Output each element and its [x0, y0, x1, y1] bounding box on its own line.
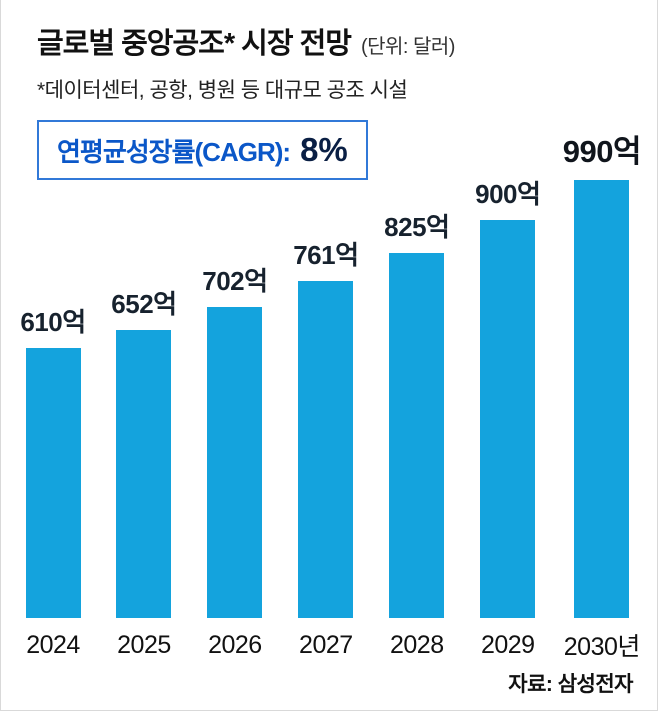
- bar-column: 652억 2025: [108, 284, 180, 660]
- bar-column: 990억 2030년: [562, 126, 642, 661]
- bars-area: 610억 2024 652억 2025 702억 2026 761억 2027 825억 2028…: [1, 110, 657, 661]
- x-axis-label: 2029: [480, 630, 535, 659]
- x-axis-label: 2026: [208, 630, 262, 659]
- bar-value-label: 825억: [384, 212, 450, 242]
- bar-value-label: 761억: [293, 240, 359, 270]
- footnote: *데이터센터, 공항, 병원 등 대규모 공조 시설: [37, 79, 408, 102]
- bar: [389, 253, 445, 618]
- bar: [480, 220, 536, 618]
- x-axis-label: 2028: [390, 630, 444, 659]
- x-axis-label: 2030년: [563, 633, 641, 661]
- bar-column: 825억 2028: [381, 207, 453, 660]
- bar: [25, 348, 81, 618]
- unit-label: (단위: 달러): [360, 36, 456, 58]
- bar-value-label: 652억: [111, 289, 177, 319]
- bar-value-label: 900억: [475, 179, 541, 209]
- bar-value-label: 990억: [562, 134, 642, 169]
- cagr-label: 연평균성장률(CAGR):: [57, 136, 291, 167]
- bar-column: 761억 2027: [290, 235, 362, 660]
- bar: [574, 180, 630, 618]
- bar-column: 900억 2029: [472, 174, 544, 660]
- chart-header: 글로벌 중앙공조* 시장 전망 (단위: 달러) *데이터센터, 공항, 병원 …: [1, 20, 657, 104]
- bar-column: 610억 2024: [17, 302, 89, 660]
- cagr-annotation-box: 연평균성장률(CAGR): 8%: [37, 120, 368, 180]
- bar-value-label: 610억: [20, 307, 86, 337]
- bar: [298, 281, 354, 618]
- bar-chart: 연평균성장률(CAGR): 8% 610억 2024 652억 2025 702억 202…: [1, 110, 657, 661]
- bar: [207, 307, 263, 618]
- page-title: 글로벌 중앙공조* 시장 전망: [37, 28, 352, 60]
- bar-value-label: 702억: [202, 266, 268, 296]
- source-credit: 자료: 삼성전자: [508, 673, 633, 696]
- x-axis-label: 2024: [26, 630, 80, 659]
- x-axis-label: 2027: [299, 630, 353, 659]
- x-axis-label: 2025: [117, 630, 171, 659]
- cagr-value: 8%: [300, 131, 348, 168]
- bar-column: 702억 2026: [199, 261, 271, 660]
- bar: [116, 330, 172, 618]
